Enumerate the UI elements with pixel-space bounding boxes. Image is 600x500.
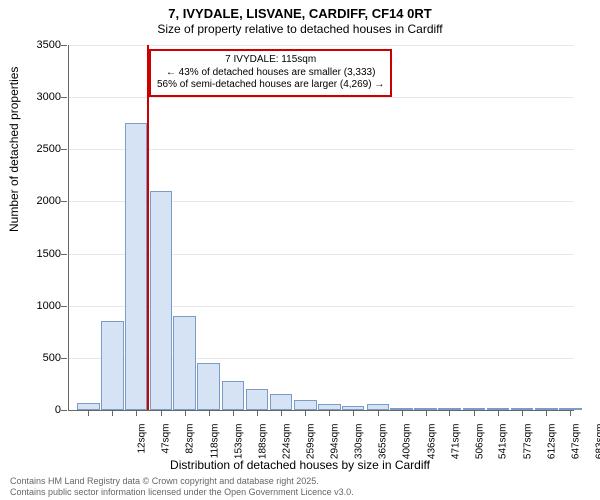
x-tick	[498, 410, 499, 416]
grid-line	[69, 97, 574, 98]
x-tick	[185, 410, 186, 416]
y-tick-label: 1500	[37, 248, 61, 260]
grid-line	[69, 45, 574, 46]
x-tick	[281, 410, 282, 416]
x-tick	[474, 410, 475, 416]
y-tick-label: 500	[43, 352, 61, 364]
y-tick	[61, 201, 67, 202]
y-tick	[61, 45, 67, 46]
y-tick	[61, 149, 67, 150]
x-tick	[353, 410, 354, 416]
bar	[150, 191, 173, 410]
plot-area: 050010001500200025003000350012sqm47sqm82…	[68, 45, 574, 411]
callout-line3: 56% of semi-detached houses are larger (…	[157, 79, 384, 92]
x-axis-title: Distribution of detached houses by size …	[0, 458, 600, 472]
bar	[294, 400, 317, 410]
bar	[101, 321, 124, 410]
x-tick	[546, 410, 547, 416]
y-tick	[61, 254, 67, 255]
x-tick	[329, 410, 330, 416]
x-tick	[233, 410, 234, 416]
bar	[246, 389, 269, 410]
x-tick	[161, 410, 162, 416]
y-tick	[61, 358, 67, 359]
x-tick	[449, 410, 450, 416]
bar	[222, 381, 245, 410]
x-tick	[112, 410, 113, 416]
x-tick	[209, 410, 210, 416]
y-tick	[61, 97, 67, 98]
x-tick	[570, 410, 571, 416]
x-tick	[305, 410, 306, 416]
title-sub: Size of property relative to detached ho…	[0, 22, 600, 36]
footer: Contains HM Land Registry data © Crown c…	[10, 476, 354, 498]
callout-line2: ← 43% of detached houses are smaller (3,…	[157, 67, 384, 80]
y-tick-label: 3000	[37, 91, 61, 103]
y-axis-title: Number of detached properties	[7, 67, 21, 232]
y-tick	[61, 410, 67, 411]
y-tick	[61, 306, 67, 307]
x-tick	[257, 410, 258, 416]
y-tick-label: 2000	[37, 195, 61, 207]
bar	[173, 316, 196, 410]
x-tick	[378, 410, 379, 416]
chart-container: 7, IVYDALE, LISVANE, CARDIFF, CF14 0RT S…	[0, 0, 600, 500]
callout-line1: 7 IVYDALE: 115sqm	[157, 54, 384, 67]
callout-box: 7 IVYDALE: 115sqm ← 43% of detached hous…	[149, 49, 392, 97]
x-tick	[522, 410, 523, 416]
bar	[77, 403, 100, 410]
title-main: 7, IVYDALE, LISVANE, CARDIFF, CF14 0RT	[0, 6, 600, 21]
y-tick-label: 1000	[37, 300, 61, 312]
y-tick-label: 0	[55, 404, 61, 416]
marker-line	[147, 45, 149, 410]
footer-line1: Contains HM Land Registry data © Crown c…	[10, 476, 354, 487]
x-tick	[88, 410, 89, 416]
bar	[197, 363, 220, 410]
y-tick-label: 2500	[37, 143, 61, 155]
y-tick-label: 3500	[37, 39, 61, 51]
x-tick	[136, 410, 137, 416]
footer-line2: Contains public sector information licen…	[10, 487, 354, 498]
x-tick	[402, 410, 403, 416]
x-tick	[426, 410, 427, 416]
bar	[270, 394, 293, 410]
bar	[125, 123, 148, 410]
